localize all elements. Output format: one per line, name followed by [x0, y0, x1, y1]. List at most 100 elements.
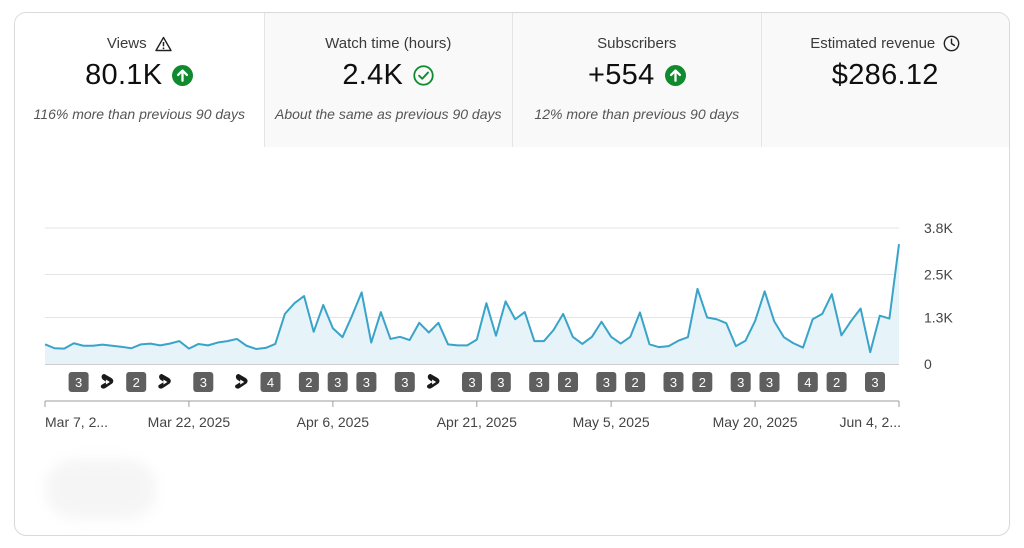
y-tick-label: 0 [924, 356, 932, 372]
marker-badge [490, 372, 511, 392]
x-tick-label: May 5, 2025 [573, 414, 650, 430]
marker-count: 4 [267, 375, 274, 390]
analytics-card: Views 80.1K 116% more than previous 90 d… [14, 12, 1010, 536]
video-count-marker: 2 [558, 372, 578, 392]
y-tick-label: 1.3K [924, 309, 953, 325]
marker-count: 3 [871, 375, 878, 390]
series-line [44, 243, 900, 354]
marker-count: 3 [536, 375, 543, 390]
video-count-marker: 3 [759, 372, 780, 392]
metric-title-label: Estimated revenue [810, 35, 936, 52]
video-count-marker: 4 [260, 372, 281, 392]
marker-count: 3 [468, 375, 475, 390]
marker-count: 3 [75, 375, 82, 390]
warning-icon[interactable] [154, 36, 172, 52]
series-area [45, 244, 899, 364]
metric-tab-watch-time[interactable]: Watch time (hours) 2.4K About the same a… [263, 13, 513, 147]
views-chart: 3.8K 2.5K 1.3K 0 3 2 3 4 2 3 3 3 3 3 3 2 3 2 3 2 3 3 4 2 3 Mar 7,… [15, 147, 1009, 447]
marker-badge [625, 372, 646, 392]
y-tick-label: 2.5K [924, 267, 953, 283]
metric-comparison: About the same as previous 90 days [275, 106, 502, 122]
marker-count: 3 [200, 375, 207, 390]
marker-count: 2 [133, 375, 140, 390]
metric-tab-revenue[interactable]: Estimated revenue $286.12 [760, 13, 1010, 147]
metric-value: 2.4K [265, 59, 513, 92]
metric-title-label: Views [106, 35, 147, 52]
metric-value-text: +554 [587, 59, 655, 91]
marker-badge [327, 372, 348, 392]
video-count-marker: 2 [625, 372, 646, 392]
metric-value-text: 2.4K [342, 59, 404, 91]
metric-title: Views [15, 35, 264, 52]
marker-count: 2 [305, 375, 312, 390]
marker-badge [558, 372, 578, 392]
x-tick-label: Apr 6, 2025 [297, 414, 370, 430]
marker-count: 3 [401, 375, 408, 390]
marker-count: 2 [631, 375, 638, 390]
video-count-marker: 3 [596, 372, 617, 392]
video-count-marker: 3 [865, 372, 885, 392]
marker-count: 2 [833, 375, 840, 390]
marker-badge [193, 372, 214, 392]
marker-count: 3 [737, 375, 744, 390]
marker-count: 3 [603, 375, 610, 390]
play-icon [432, 379, 437, 385]
video-count-marker: 3 [663, 372, 684, 392]
video-count-marker: 2 [298, 372, 319, 392]
metric-value: $286.12 [762, 59, 1010, 92]
video-count-marker: 3 [730, 372, 751, 392]
video-count-marker: 3 [462, 372, 482, 392]
marker-count: 3 [670, 375, 677, 390]
marker-badge [462, 372, 482, 392]
marker-badge [663, 372, 684, 392]
metric-tabs: Views 80.1K 116% more than previous 90 d… [15, 13, 1009, 147]
metric-value-text: $286.12 [831, 59, 939, 91]
video-count-marker: 4 [797, 372, 818, 392]
video-count-marker: 2 [826, 372, 847, 392]
marker-badge [692, 372, 713, 392]
marker-badge [356, 372, 377, 392]
metric-title: Estimated revenue [762, 35, 1010, 52]
video-count-marker: 2 [692, 372, 713, 392]
clock-icon[interactable] [943, 35, 960, 52]
marker-count: 2 [699, 375, 706, 390]
metric-tab-views[interactable]: Views 80.1K 116% more than previous 90 d… [15, 13, 264, 147]
marker-badge [730, 372, 751, 392]
marker-count: 3 [766, 375, 773, 390]
x-tick-label: Jun 4, 2... [840, 414, 901, 430]
metric-comparison: 12% more than previous 90 days [534, 106, 740, 122]
x-tick-label: Mar 7, 2... [45, 414, 108, 430]
blurred-region [45, 459, 157, 519]
chart-svg: 3.8K 2.5K 1.3K 0 3 2 3 4 2 3 3 3 3 3 3 2 3 2 3 2 3 3 4 2 3 Mar 7,… [44, 220, 953, 430]
video-count-marker: 2 [126, 372, 147, 392]
play-icon [163, 379, 168, 385]
y-tick-label: 3.8K [924, 220, 953, 236]
marker-badge [126, 372, 147, 392]
video-count-marker: 3 [490, 372, 511, 392]
video-count-marker: 3 [193, 372, 214, 392]
video-count-marker: 3 [394, 372, 415, 392]
check-circle-icon [413, 65, 434, 86]
marker-count: 3 [363, 375, 370, 390]
marker-badge [529, 372, 550, 392]
metric-value-text: 80.1K [85, 59, 163, 91]
marker-badge [298, 372, 319, 392]
shorts-marker [235, 374, 248, 389]
shorts-marker [426, 374, 440, 389]
video-count-marker: 3 [327, 372, 348, 392]
video-count-marker: 3 [356, 372, 377, 392]
metric-title: Watch time (hours) [265, 35, 513, 52]
metric-comparison: 116% more than previous 90 days [33, 106, 245, 122]
video-count-marker: 3 [529, 372, 550, 392]
marker-badge [260, 372, 281, 392]
marker-badge [826, 372, 847, 392]
marker-count: 3 [497, 375, 504, 390]
marker-badge [797, 372, 818, 392]
play-icon [105, 379, 110, 385]
metric-value: 80.1K [15, 59, 264, 92]
metric-title-label: Watch time (hours) [325, 35, 452, 52]
metric-tab-subscribers[interactable]: Subscribers +554 12% more than previous … [512, 13, 761, 147]
arrow-up-circle-icon [664, 65, 686, 86]
marker-badge [68, 372, 89, 392]
x-tick-label: Apr 21, 2025 [437, 414, 517, 430]
